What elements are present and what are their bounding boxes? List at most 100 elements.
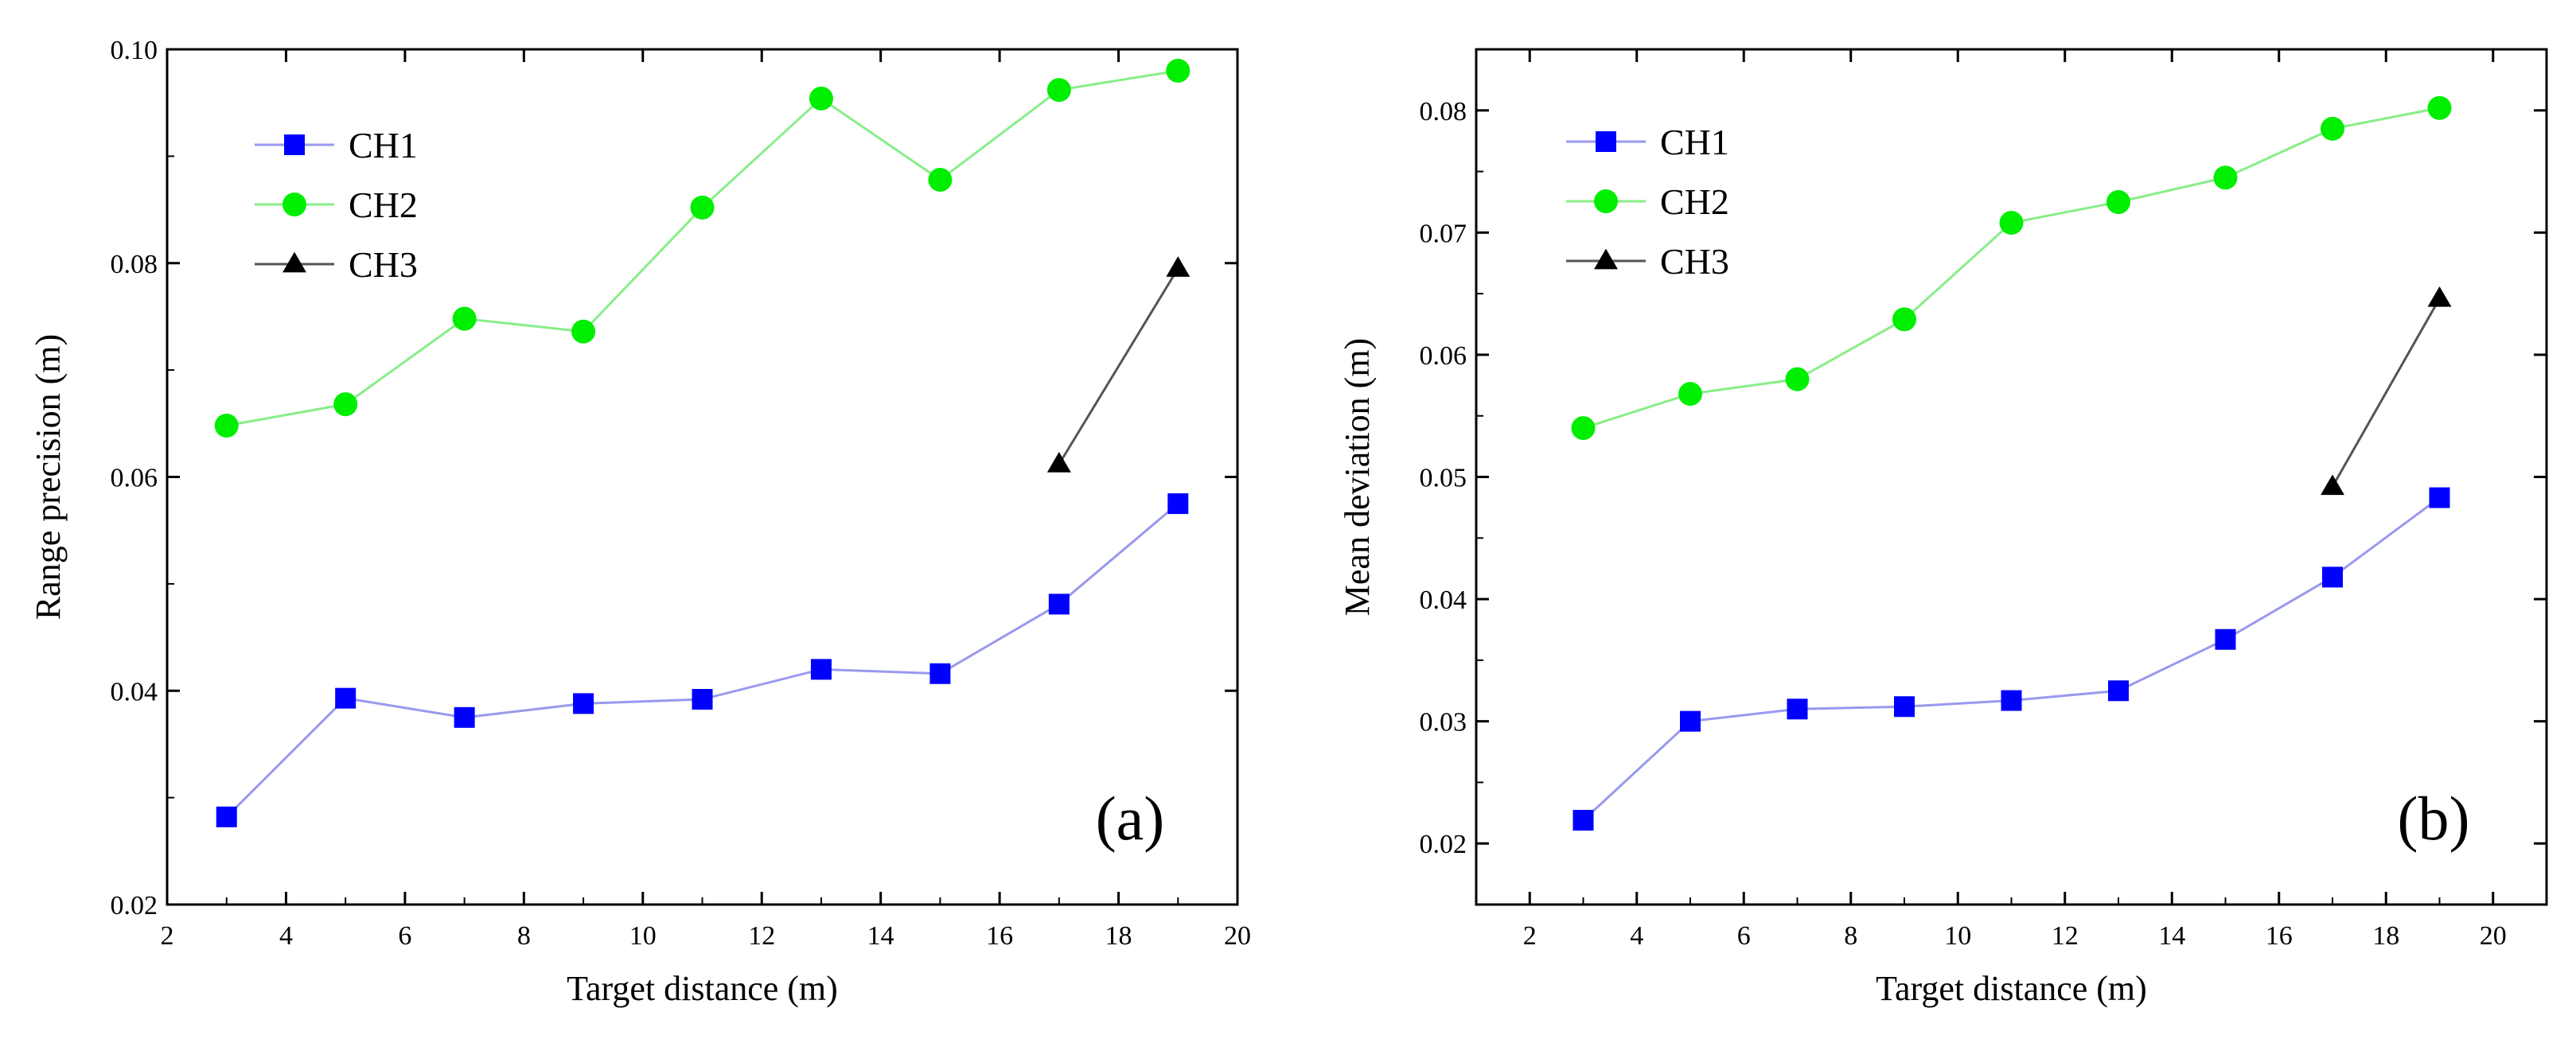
legend-marker-ch1 xyxy=(284,134,305,155)
series-line-ch1 xyxy=(225,502,1179,818)
data-point-ch2 xyxy=(1571,416,1596,441)
y-tick-label: 0.02 xyxy=(111,891,158,920)
y-tick-label: 0.03 xyxy=(1420,708,1467,737)
data-point-ch1 xyxy=(454,706,475,728)
legend-marker-ch3 xyxy=(1594,248,1618,270)
data-point-ch3 xyxy=(2321,474,2344,496)
legend-label-ch3: CH3 xyxy=(1660,241,1729,282)
series-line-ch3 xyxy=(1058,267,1179,465)
data-point-ch2 xyxy=(2213,165,2238,190)
data-point-ch1 xyxy=(1572,810,1594,831)
data-point-ch2 xyxy=(2321,116,2344,141)
y-tick-label: 0.04 xyxy=(1420,586,1467,615)
data-point-ch3 xyxy=(1166,256,1191,277)
legend-label-ch2: CH2 xyxy=(349,185,418,225)
data-point-ch1 xyxy=(2215,628,2236,650)
x-tick-label: 14 xyxy=(867,921,894,951)
data-point-ch2 xyxy=(1046,78,1071,103)
legend-label-ch2: CH2 xyxy=(1660,181,1729,222)
series-ch2 xyxy=(1571,95,2452,441)
x-axis-title: Target distance (m) xyxy=(1876,969,2147,1008)
legend-marker-ch2 xyxy=(1594,189,1618,213)
data-point-ch2 xyxy=(1166,58,1191,83)
data-point-ch1 xyxy=(1680,710,1701,732)
data-point-ch2 xyxy=(214,414,239,438)
data-point-ch1 xyxy=(335,687,357,709)
x-tick-label: 10 xyxy=(629,921,657,951)
x-tick-label: 20 xyxy=(2480,921,2507,951)
series-ch3 xyxy=(2321,286,2452,496)
legend-label-ch1: CH1 xyxy=(349,125,418,165)
chart-panel-b: 2 4 6 8 10 12 14 16 18 20 0.02 0.03 0.04 0.05 0.06 0.07… xyxy=(1338,48,2548,1008)
data-point-ch3 xyxy=(2427,286,2452,307)
y-tick-label: 0.08 xyxy=(111,250,158,279)
x-tick-label: 6 xyxy=(398,921,411,951)
x-axis-title: Target distance (m) xyxy=(567,969,838,1008)
y-tick-label: 0.05 xyxy=(1420,464,1467,493)
data-point-ch2 xyxy=(809,86,833,111)
legend-label-ch1: CH1 xyxy=(1660,122,1729,162)
data-point-ch1 xyxy=(1167,493,1189,515)
y-tick-label: 0.02 xyxy=(1420,830,1467,859)
y-tick-label: 0.10 xyxy=(111,36,158,65)
data-point-ch3 xyxy=(1046,452,1071,473)
x-tick-label: 2 xyxy=(1523,921,1537,951)
legend-marker-ch1 xyxy=(1596,131,1616,152)
data-point-ch1 xyxy=(1048,593,1070,615)
plot-frame xyxy=(166,48,1239,906)
data-point-ch2 xyxy=(571,319,596,344)
data-point-ch1 xyxy=(810,659,832,680)
x-tick-label: 12 xyxy=(2052,921,2079,951)
series-line-ch3 xyxy=(2331,298,2441,488)
x-tick-label: 8 xyxy=(517,921,531,951)
series-ch2 xyxy=(214,58,1191,438)
data-point-ch1 xyxy=(2322,566,2343,588)
x-tick-label: 14 xyxy=(2158,921,2185,951)
y-axis-title: Range precision (m) xyxy=(29,334,68,620)
x-tick-label: 10 xyxy=(1944,921,1971,951)
x-tick-label: 6 xyxy=(1737,921,1751,951)
data-point-ch2 xyxy=(928,167,953,192)
y-tick-label: 0.08 xyxy=(1420,97,1467,126)
data-point-ch1 xyxy=(692,689,713,710)
y-axis-title: Mean deviation (m) xyxy=(1338,338,1377,616)
data-point-ch1 xyxy=(2429,487,2450,508)
x-tick-label: 18 xyxy=(1105,921,1132,951)
x-tick-label: 16 xyxy=(986,921,1013,951)
data-point-ch2 xyxy=(2427,95,2452,120)
y-tick-label: 0.06 xyxy=(1420,341,1467,371)
legend-marker-ch3 xyxy=(283,251,306,273)
x-tick-label: 20 xyxy=(1224,921,1251,951)
x-tick-label: 8 xyxy=(1844,921,1857,951)
data-point-ch1 xyxy=(1894,696,1915,718)
series-ch1 xyxy=(1572,487,2450,831)
data-point-ch2 xyxy=(1892,307,1916,332)
x-tick-label: 18 xyxy=(2372,921,2399,951)
data-point-ch2 xyxy=(690,195,715,220)
y-tick-label: 0.04 xyxy=(111,677,158,706)
plot-frame xyxy=(1475,48,2548,906)
data-point-ch2 xyxy=(333,392,358,417)
chart-panel-a: 2 4 6 8 10 12 14 16 18 20 0.02 0.04 0.06 0.08 0.10 Targ… xyxy=(29,36,1251,1008)
legend-marker-ch2 xyxy=(283,193,306,216)
data-point-ch1 xyxy=(573,693,594,714)
data-point-ch1 xyxy=(216,806,237,827)
data-point-ch1 xyxy=(1787,699,1808,720)
panel-label: (a) xyxy=(1096,784,1165,853)
data-point-ch2 xyxy=(1785,367,1810,391)
data-point-ch1 xyxy=(929,663,951,684)
series-ch1 xyxy=(216,493,1189,827)
data-point-ch2 xyxy=(2106,189,2130,214)
data-point-ch2 xyxy=(1678,382,1702,407)
y-tick-label: 0.06 xyxy=(111,464,158,493)
x-tick-label: 2 xyxy=(161,921,174,951)
data-point-ch1 xyxy=(2001,690,2022,711)
y-tick-label: 0.07 xyxy=(1420,219,1467,248)
x-tick-label: 4 xyxy=(1630,921,1643,951)
data-point-ch2 xyxy=(452,306,477,331)
legend-label-ch3: CH3 xyxy=(349,244,418,285)
series-line-ch1 xyxy=(1582,496,2441,822)
series-ch3 xyxy=(1046,256,1191,473)
